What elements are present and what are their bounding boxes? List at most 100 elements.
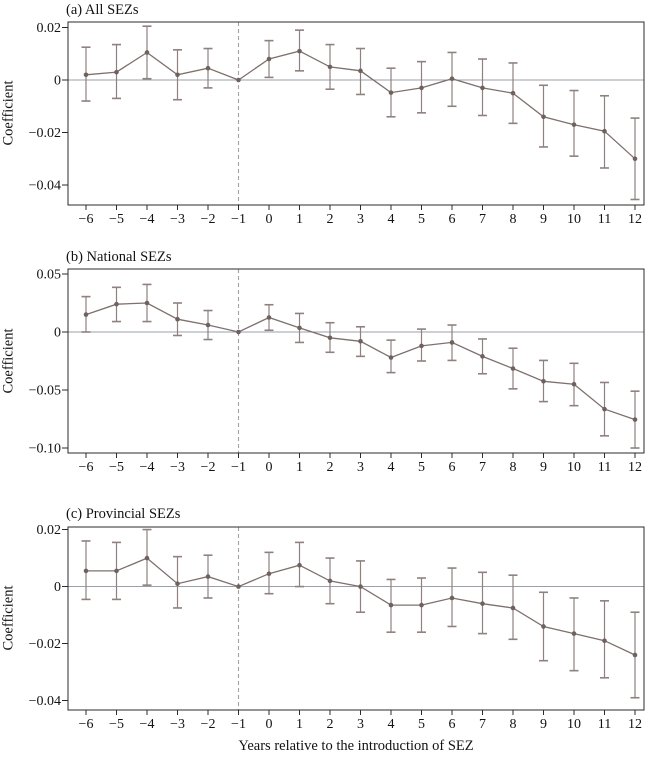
x-tick-label: −4: [140, 212, 155, 227]
x-tick-label: 3: [357, 717, 364, 732]
data-point-marker: [632, 417, 638, 422]
x-tick-label: 10: [567, 717, 581, 732]
x-tick-label: −2: [201, 717, 216, 732]
x-tick-label: 2: [327, 460, 334, 475]
data-point-marker: [632, 156, 638, 162]
data-point-marker: [83, 72, 89, 78]
x-tick-label: 7: [479, 717, 486, 732]
data-point-marker: [388, 602, 394, 608]
x-tick-label: 1: [296, 460, 303, 475]
y-tick-label: −0.10: [29, 442, 61, 457]
data-point-marker: [541, 114, 546, 120]
x-tick-label: 3: [357, 460, 364, 475]
data-point-marker: [144, 300, 150, 306]
data-point-marker: [358, 68, 363, 74]
y-tick-label: 0: [54, 74, 61, 89]
x-tick-label: −5: [109, 717, 124, 732]
x-tick-label: 5: [418, 460, 425, 475]
y-tick-label: 0.02: [37, 21, 62, 36]
data-point-marker: [388, 90, 394, 95]
y-tick-label: 0.05: [37, 267, 62, 282]
data-point-marker: [419, 85, 424, 91]
x-tick-label: 6: [449, 717, 456, 732]
x-tick-label: −4: [140, 460, 155, 475]
data-point-marker: [358, 338, 363, 344]
data-point-marker: [449, 76, 455, 82]
x-tick-label: 7: [479, 212, 486, 227]
x-tick-label: 4: [388, 460, 395, 475]
data-point-marker: [297, 562, 302, 568]
x-tick-label: 8: [510, 717, 517, 732]
y-tick-label: 0.02: [37, 523, 62, 538]
data-point-marker: [510, 90, 516, 96]
y-tick-label: −0.02: [29, 126, 61, 141]
data-point-marker: [358, 584, 363, 589]
data-point-marker: [571, 631, 577, 636]
data-point-marker: [602, 406, 607, 412]
x-tick-label: 8: [510, 212, 517, 227]
panel-b-title: (b) National SEZs: [66, 249, 172, 265]
panel-b-y-axis-label: Coefficient: [0, 328, 17, 394]
x-tick-label: −3: [170, 460, 185, 475]
data-point-marker: [266, 571, 272, 577]
data-point-marker: [297, 48, 302, 54]
series-line: [85, 302, 636, 421]
x-tick-label: 6: [449, 460, 456, 475]
data-point-marker: [114, 301, 119, 307]
x-tick-label: 1: [296, 717, 303, 732]
x-tick-label: 5: [418, 212, 425, 227]
y-tick-label: 0: [54, 325, 61, 340]
y-tick-label: −0.05: [29, 384, 61, 399]
x-tick-label: 0: [266, 717, 273, 732]
axis-border: [67, 21, 645, 206]
data-point-marker: [236, 329, 241, 335]
x-tick-label: 7: [479, 460, 486, 475]
panel-c-y-axis-label: Coefficient: [0, 585, 17, 651]
x-tick-label: −6: [79, 212, 94, 227]
panel-a-y-axis-label: Coefficient: [0, 80, 17, 146]
x-tick-label: −2: [201, 460, 216, 475]
data-point-marker: [205, 322, 211, 328]
x-tick-label: 4: [388, 212, 395, 227]
data-point-marker: [510, 366, 516, 371]
data-point-marker: [205, 65, 211, 71]
x-axis-title: Years relative to the introduction of SE…: [238, 738, 474, 754]
x-tick-label: 10: [567, 212, 581, 227]
x-tick-label: −1: [231, 460, 246, 475]
data-point-marker: [175, 72, 180, 78]
data-point-marker: [602, 638, 607, 644]
data-point-marker: [114, 568, 119, 574]
data-point-marker: [571, 122, 577, 127]
x-tick-label: 9: [540, 717, 547, 732]
y-tick-label: 0: [54, 580, 61, 595]
data-point-marker: [510, 605, 516, 611]
panel-b: 0.050−0.05−0.10−6 −5 −4 −3 −2 −1 0 1 2 3 4 5 6 7 8 9 10 1…: [29, 267, 645, 475]
data-point-marker: [480, 85, 485, 91]
x-tick-label: −4: [140, 717, 155, 732]
data-point-marker: [114, 69, 119, 75]
data-point-marker: [480, 354, 485, 359]
x-tick-label: 10: [567, 460, 581, 475]
x-tick-label: 1: [296, 212, 303, 227]
data-point-marker: [83, 568, 89, 574]
x-tick-label: 12: [628, 460, 642, 475]
data-point-marker: [236, 584, 241, 589]
y-tick-label: −0.04: [29, 694, 61, 709]
x-tick-label: −6: [79, 717, 94, 732]
data-point-marker: [297, 325, 302, 331]
data-point-marker: [175, 581, 180, 587]
data-point-marker: [175, 316, 180, 322]
data-point-marker: [571, 381, 577, 387]
x-tick-label: 11: [598, 212, 611, 227]
data-point-marker: [541, 379, 546, 384]
x-tick-label: 9: [540, 460, 547, 475]
x-tick-label: 0: [266, 460, 273, 475]
x-tick-label: −1: [231, 717, 246, 732]
x-tick-label: −3: [170, 717, 185, 732]
axis-border: [67, 526, 645, 711]
axis-border: [67, 268, 645, 454]
panel-a-title: (a) All SEZs: [66, 2, 139, 18]
x-tick-label: 9: [540, 212, 547, 227]
